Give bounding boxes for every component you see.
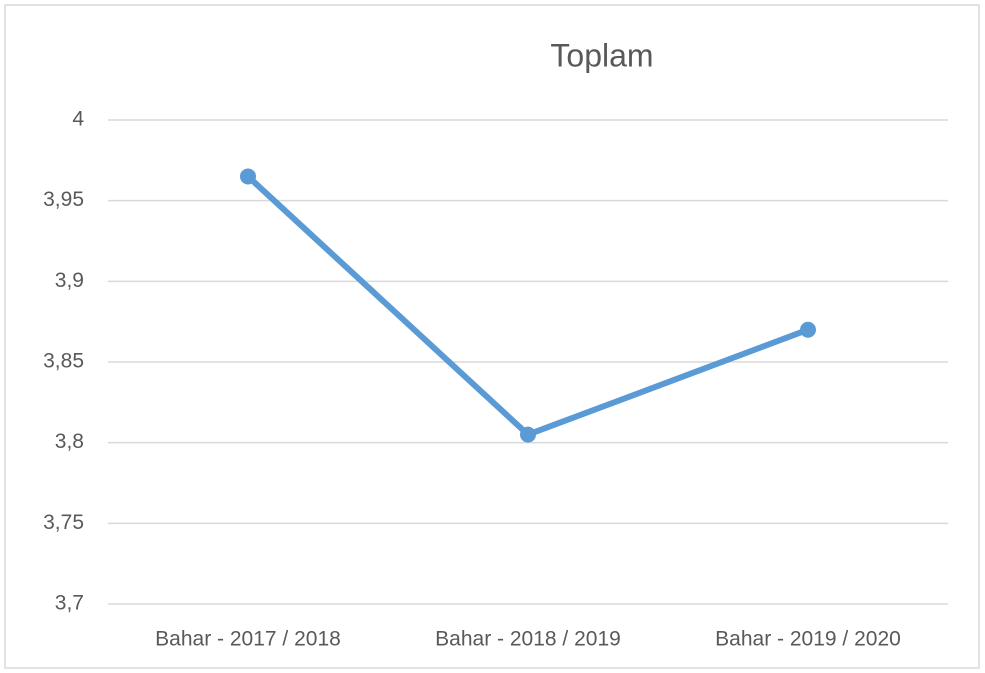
marker [520,426,536,443]
y-tick-label: 3,95 [43,188,84,211]
y-tick-label: 3,75 [43,511,84,534]
y-tick-label: 4 [72,108,84,131]
marker [800,321,816,338]
y-tick-label: 3,85 [43,350,84,373]
chart-border [4,4,980,669]
x-tick-label: Bahar - 2018 / 2019 [435,628,621,651]
y-tick-label: 3,9 [55,269,84,292]
y-tick-label: 3,7 [55,592,84,615]
x-tick-label: Bahar - 2017 / 2018 [155,628,341,651]
y-tick-label: 3,8 [55,430,84,453]
chart-title: Toplam [550,37,653,73]
x-tick-label: Bahar - 2019 / 2020 [715,628,901,651]
marker [240,168,256,185]
